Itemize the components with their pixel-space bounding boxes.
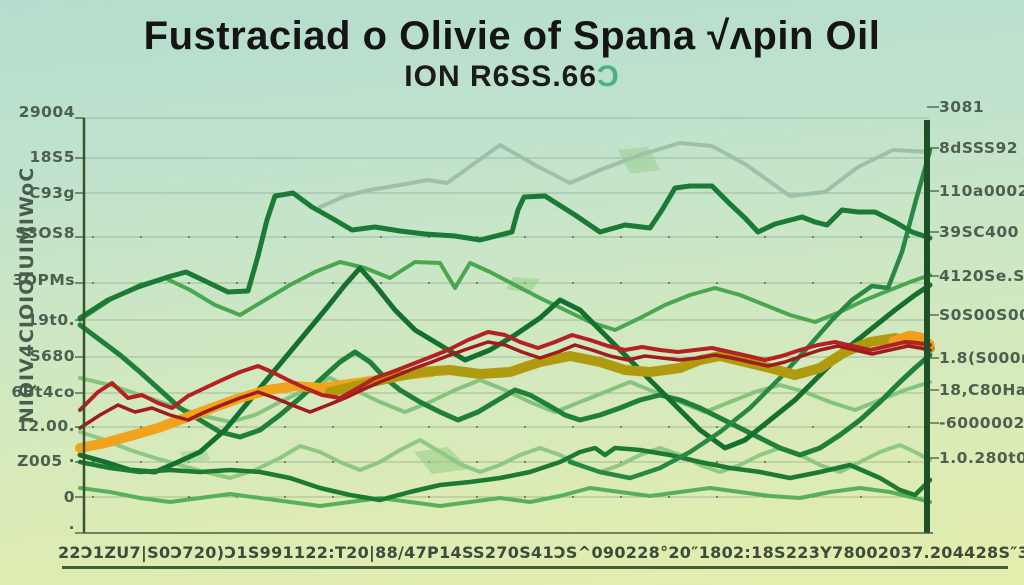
- y-tick-label-right: 4120Se.S00: [939, 267, 1024, 285]
- x-tick-label: 18S: [751, 543, 786, 562]
- y-tick-label-right: 39SC400: [939, 223, 1019, 241]
- x-tick-label: 22Ɔ: [58, 543, 93, 562]
- x-tick-label: 7800: [832, 543, 878, 562]
- subtitle-text: ION R6SS.66: [404, 60, 598, 93]
- x-axis-labels: 22Ɔ 1ZU7| S0Ɔ7 20)Ɔ1 S991122: T20 |88/4 7P14 SS2…: [58, 543, 1024, 562]
- y-tick-label-right: 110a0002: [939, 182, 1024, 200]
- light-green-band: [78, 376, 932, 424]
- x-tick-label: 7P14: [415, 543, 462, 562]
- bottom-rule: [62, 566, 1008, 569]
- y-tick-label-left: Z005 ·: [17, 452, 75, 470]
- y-tick-label-right: 1.8(S000r0: [939, 349, 1024, 367]
- y-tick-label-left: S680: [29, 347, 75, 365]
- y-tick-label-left: S3OS8: [15, 224, 75, 242]
- y-tick-label-left: 19t0.: [26, 311, 75, 329]
- dark-green-wave: [77, 322, 933, 458]
- red-line: [78, 330, 932, 412]
- x-tick-label: 20)Ɔ1: [193, 543, 248, 562]
- x-tick-label: S41ƆS: [519, 543, 578, 562]
- x-tick-label: S0Ɔ7: [147, 543, 194, 562]
- x-tick-label: 223Y: [785, 543, 833, 562]
- medium-green-flat: [78, 486, 932, 508]
- y-tick-label-right: 1.0.280t0: [939, 449, 1024, 467]
- y-tick-label-left: 12.00.: [17, 417, 75, 435]
- x-tick-label: ^090: [577, 543, 626, 562]
- x-tick-label: 2037.: [877, 543, 930, 562]
- x-tick-label: 20″: [668, 543, 699, 562]
- light-patch-1: [506, 277, 540, 293]
- x-tick-label: 38S793: [1017, 543, 1024, 562]
- x-tick-label: 1802:: [698, 543, 752, 562]
- dark-green-bottom: [77, 445, 933, 503]
- x-tick-label: |88/4: [369, 543, 416, 562]
- y-tick-label-right: S0S00S00: [939, 306, 1024, 324]
- x-tick-label: 1ZU7|: [92, 543, 148, 562]
- x-tick-label: 8S″: [987, 543, 1018, 562]
- y-tick-label-left: 29004: [18, 103, 75, 121]
- x-tick-label: T20: [334, 543, 370, 562]
- y-tick-label-left: 18S5: [29, 148, 75, 166]
- y-tick-label-left: C93g: [28, 184, 75, 202]
- chart-subtitle: ION R6SS.66Ɔ: [0, 60, 1024, 94]
- y-tick-label-left: ·: [68, 519, 75, 537]
- light-patch-2: [414, 447, 470, 474]
- x-tick-label: SS270: [461, 543, 520, 562]
- dark-green-riser: [567, 147, 933, 481]
- y-tick-label-right: -6000002: [939, 414, 1024, 432]
- x-tick-label: S991122:: [247, 543, 335, 562]
- y-tick-label-right: 3081: [939, 98, 985, 116]
- dark-red-line: [78, 340, 932, 430]
- y-tick-label-right: 18,C80Ha: [939, 381, 1024, 399]
- x-tick-label: 228°: [625, 543, 669, 562]
- medium-green-mid: [78, 260, 932, 332]
- dark-green-ridge: [77, 183, 933, 321]
- chart-title: Fustraciad o Olivie of Spana √ʌpin Oil: [143, 14, 881, 58]
- subtitle-green-glyph: Ɔ: [597, 60, 620, 93]
- y-tick-label-left: 6Bt4co: [11, 383, 75, 401]
- y-tick-label-left: 3OPMs: [12, 271, 75, 289]
- y-tick-label-right: 8dSSS92: [939, 139, 1019, 157]
- y-tick-label-left: 0: [63, 488, 75, 506]
- x-tick-label: 20442: [929, 543, 988, 562]
- dark-green-w: [77, 265, 933, 475]
- sage-line: [318, 141, 932, 209]
